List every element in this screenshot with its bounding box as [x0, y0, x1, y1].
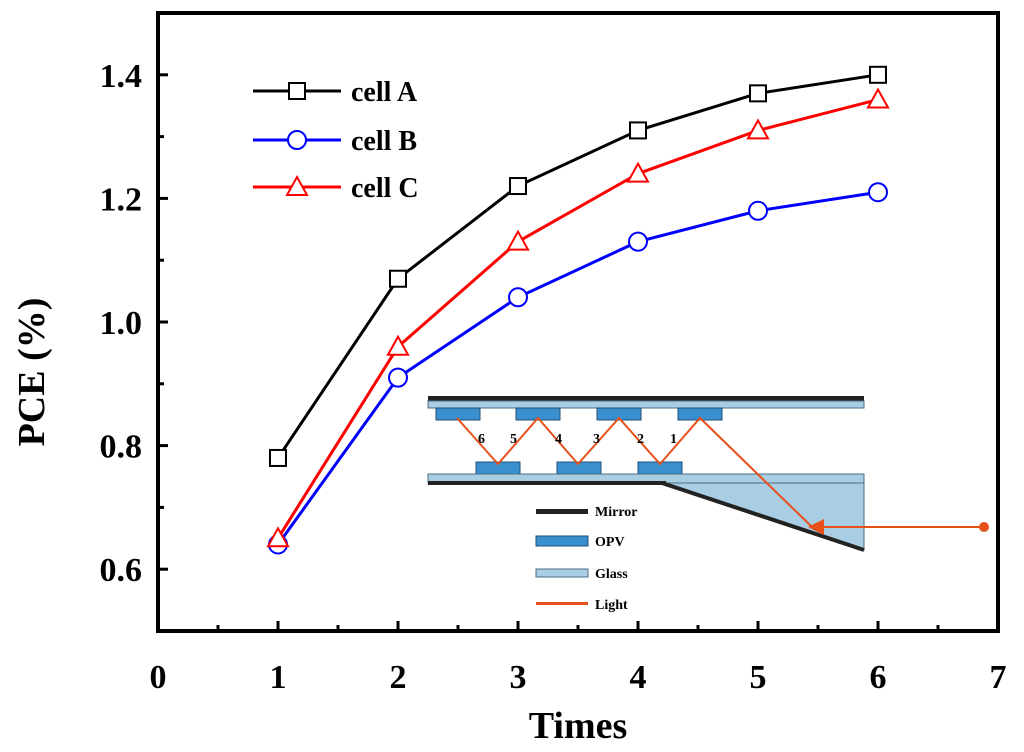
inset-top-mirror: [428, 396, 864, 401]
data-point-cell-b: [388, 367, 408, 388]
inset-top-glass: [427, 400, 865, 409]
data-point-cell-b: [748, 200, 768, 221]
x-tick-label: 1: [270, 659, 287, 696]
inset-light-source: [979, 522, 989, 532]
data-point-cell-a: [869, 65, 887, 84]
inset-top-opv-4: [677, 407, 723, 421]
inset-legend-light: Light: [595, 598, 628, 613]
inset-legend-swatch-mirror: [536, 509, 588, 514]
x-tick-label: 5: [750, 659, 767, 696]
x-tick-label: 3: [510, 659, 527, 696]
y-tick-label: 1.0: [100, 305, 143, 342]
data-point-cell-c: [386, 334, 410, 356]
x-tick-label: 0: [150, 659, 167, 696]
legend-marker-cell-a: [288, 82, 306, 100]
y-tick-label: 1.2: [100, 181, 143, 218]
inset-bounce-2: 2: [637, 432, 644, 447]
x-tick-label: 7: [990, 659, 1007, 696]
x-tick-label: 2: [390, 659, 407, 696]
series-line-cell-b: [276, 190, 879, 546]
inset-bounce-1: 1: [670, 432, 677, 447]
x-axis-title: Times: [529, 705, 628, 747]
inset-top-opv-3: [596, 407, 642, 421]
x-tick-label: 4: [630, 659, 647, 696]
data-point-cell-c: [506, 229, 530, 251]
x-tick-label: 6: [870, 659, 887, 696]
inset-legend-swatch-light: [536, 602, 588, 605]
inset-bounce-5: 5: [510, 432, 517, 447]
data-point-cell-c: [746, 118, 770, 140]
inset-bounce-6: 6: [478, 432, 485, 447]
inset-legend-glass: Glass: [595, 567, 628, 582]
y-axis-title: PCE (%): [11, 298, 53, 447]
inset-legend-mirror: Mirror: [595, 505, 638, 520]
data-point-cell-a: [749, 84, 767, 103]
data-point-cell-a: [629, 121, 647, 140]
data-point-cell-b: [628, 231, 648, 252]
data-point-cell-a: [389, 269, 407, 288]
data-point-cell-b: [868, 182, 888, 203]
inset-legend-swatch-opv: [535, 535, 589, 547]
legend-label-cell-a: cell A: [351, 77, 418, 108]
series-layer: [266, 65, 890, 555]
data-point-cell-a: [269, 448, 287, 467]
y-tick-label: 0.6: [100, 552, 143, 589]
chart-legend: cell A cell B cell C: [253, 77, 419, 204]
axis-ticks: [156, 11, 1000, 633]
axis-tick-labels: 0 1 2 3 4 5 6 7 0.6 0.8 1.0 1.2 1.4: [100, 58, 1007, 696]
inset-bounce-4: 4: [555, 432, 562, 447]
y-tick-label: 0.8: [100, 429, 143, 466]
inset-legend-swatch-glass: [535, 568, 589, 578]
inset-wedge-mirror: [661, 481, 865, 552]
inset-bottom-mirror: [428, 481, 666, 485]
series-line-cell-a: [276, 73, 879, 459]
legend-marker-cell-b: [287, 130, 307, 150]
legend-label-cell-b: cell B: [351, 126, 417, 157]
data-point-cell-c: [626, 161, 650, 183]
data-point-cell-b: [508, 287, 528, 308]
inset-light-arrowhead: [808, 519, 824, 535]
y-tick-label: 1.4: [100, 58, 143, 95]
data-point-cell-c: [866, 87, 890, 109]
inset-bounce-3: 3: [593, 432, 600, 447]
inset-diagram: 6 5 4 3 2 1 Mirror OPV Glass Light: [427, 396, 989, 613]
data-point-cell-a: [509, 177, 527, 196]
inset-top-opv-2: [515, 407, 561, 421]
series-line-cell-c: [276, 98, 879, 540]
legend-label-cell-c: cell C: [351, 173, 419, 204]
inset-light-path: [456, 416, 984, 528]
data-point-cell-c: [266, 526, 290, 548]
inset-legend-opv: OPV: [595, 535, 625, 550]
legend-marker-cell-c: [285, 174, 309, 196]
